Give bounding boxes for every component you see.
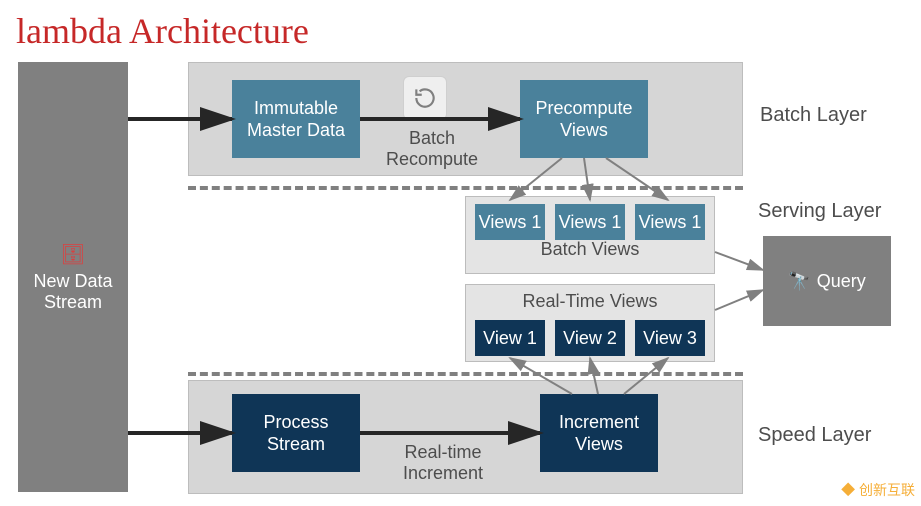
realtime-view-1: View 1 bbox=[475, 320, 545, 356]
watermark-text: 创新互联 bbox=[859, 482, 915, 498]
batch-view-3: Views 1 bbox=[635, 204, 705, 240]
rtviews-to-query bbox=[715, 290, 763, 310]
database-icon: 🗄 bbox=[60, 242, 85, 267]
realtime-view-3: View 3 bbox=[635, 320, 705, 356]
batch-views-caption: Batch Views bbox=[541, 239, 640, 260]
batch-view-1: Views 1 bbox=[475, 204, 545, 240]
batchviews-to-query bbox=[715, 252, 763, 270]
refresh-icon bbox=[403, 76, 447, 120]
precompute-views-node: Precompute Views bbox=[520, 80, 648, 158]
realtime-views-caption: Real-Time Views bbox=[522, 291, 657, 312]
query-label: Query bbox=[817, 271, 866, 292]
divider-top bbox=[188, 186, 743, 190]
realtime-increment-label: Real-time Increment bbox=[388, 442, 498, 484]
batch-view-2: Views 1 bbox=[555, 204, 625, 240]
watermark-icon: ◆ bbox=[841, 482, 855, 498]
new-data-stream-box: 🗄 New Data Stream bbox=[18, 62, 128, 492]
query-box: 🔭 Query bbox=[763, 236, 891, 326]
batch-recompute-label: Batch Recompute bbox=[382, 128, 482, 170]
divider-bottom bbox=[188, 372, 743, 376]
increment-views-node: Increment Views bbox=[540, 394, 658, 472]
batch-layer-label: Batch Layer bbox=[760, 104, 867, 127]
stream-label-1: New Data bbox=[33, 271, 112, 292]
realtime-view-2: View 2 bbox=[555, 320, 625, 356]
immutable-master-data-node: Immutable Master Data bbox=[232, 80, 360, 158]
page-title: lambda Architecture bbox=[16, 10, 309, 52]
speed-layer-label: Speed Layer bbox=[758, 424, 871, 447]
binoculars-icon: 🔭 bbox=[788, 271, 810, 292]
stream-label-2: Stream bbox=[44, 292, 102, 313]
serving-layer-label: Serving Layer bbox=[758, 200, 881, 223]
watermark: ◆ 创新互联 bbox=[841, 480, 915, 500]
process-stream-node: Process Stream bbox=[232, 394, 360, 472]
